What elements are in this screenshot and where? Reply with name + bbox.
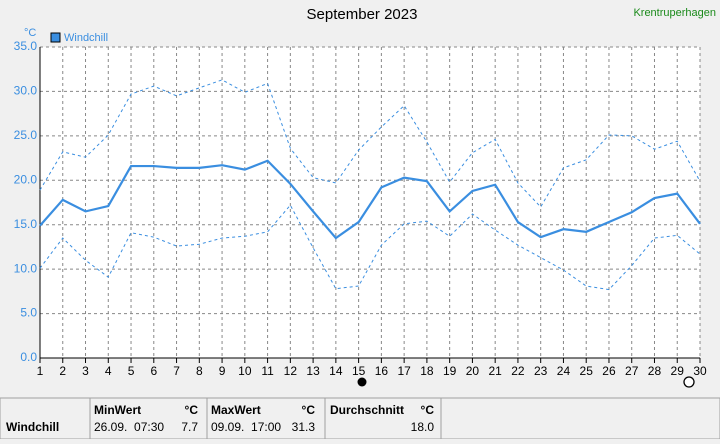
summary-label: Windchill <box>6 420 59 434</box>
x-tick-label: 24 <box>557 364 571 378</box>
x-tick-label: 19 <box>443 364 457 378</box>
legend-swatch <box>50 32 61 43</box>
x-tick-label: 4 <box>105 364 112 378</box>
x-tick-label: 30 <box>693 364 707 378</box>
x-tick-label: 18 <box>420 364 434 378</box>
column-header: MinWert <box>94 403 141 417</box>
chart-title: September 2023 <box>307 6 418 23</box>
time-value: 09.09. 17:00 <box>211 420 281 434</box>
x-tick-label: 14 <box>329 364 343 378</box>
range-line <box>39 79 701 208</box>
y-tick-label: 20.0 <box>14 172 38 186</box>
x-tick-label: 26 <box>602 364 616 378</box>
y-tick-label: 0.0 <box>20 350 37 364</box>
x-tick-label: 28 <box>648 364 662 378</box>
x-tick-label: 7 <box>173 364 180 378</box>
column-unit: °C <box>421 403 435 417</box>
x-tick-label: 29 <box>671 364 685 378</box>
x-tick-label: 8 <box>196 364 203 378</box>
y-tick-label: 5.0 <box>20 306 37 320</box>
x-tick-label: 11 <box>261 364 274 378</box>
time-value: 26.09. 07:30 <box>94 420 164 434</box>
full-moon-icon <box>683 376 695 388</box>
x-tick-label: 17 <box>397 364 411 378</box>
y-tick-label: 15.0 <box>14 217 38 231</box>
x-tick-label: 3 <box>82 364 89 378</box>
cell-value: 31.3 <box>292 420 316 434</box>
new-moon-icon <box>357 377 367 387</box>
x-tick-label: 20 <box>466 364 480 378</box>
x-tick-label: 22 <box>511 364 525 378</box>
y-tick-label: 35.0 <box>14 39 38 53</box>
cell-value: 7.7 <box>181 420 198 434</box>
plot-area <box>40 47 700 358</box>
y-unit: °C <box>24 27 36 39</box>
x-tick-label: 5 <box>128 364 135 378</box>
x-tick-label: 6 <box>150 364 157 378</box>
x-tick-label: 13 <box>306 364 320 378</box>
range-line <box>39 204 701 291</box>
x-tick-label: 16 <box>375 364 389 378</box>
legend-label: Windchill <box>64 32 108 44</box>
x-tick-label: 21 <box>488 364 502 378</box>
column-header: MaxWert <box>211 403 261 417</box>
column-header: Durchschnitt <box>330 403 404 417</box>
data-line <box>39 159 701 240</box>
summary-table: Windchill MinWert °C 26.09. 07:30 7.7 MaxWer… <box>0 397 720 440</box>
cell-value: 18.0 <box>411 420 435 434</box>
x-tick-label: 15 <box>352 364 366 378</box>
table-frame <box>0 397 720 440</box>
column-unit: °C <box>302 403 316 417</box>
station-name: Krentruperhagen <box>633 7 716 19</box>
x-tick-label: 23 <box>534 364 548 378</box>
x-tick-label: 27 <box>625 364 639 378</box>
y-tick-label: 25.0 <box>14 128 38 142</box>
x-tick-label: 12 <box>284 364 298 378</box>
x-tick-label: 9 <box>219 364 226 378</box>
x-tick-label: 25 <box>580 364 594 378</box>
x-tick-label: 2 <box>59 364 66 378</box>
x-tick-label: 1 <box>37 364 44 378</box>
y-tick-label: 10.0 <box>14 261 38 275</box>
y-tick-label: 30.0 <box>14 84 38 98</box>
x-tick-label: 10 <box>238 364 252 378</box>
column-unit: °C <box>185 403 199 417</box>
